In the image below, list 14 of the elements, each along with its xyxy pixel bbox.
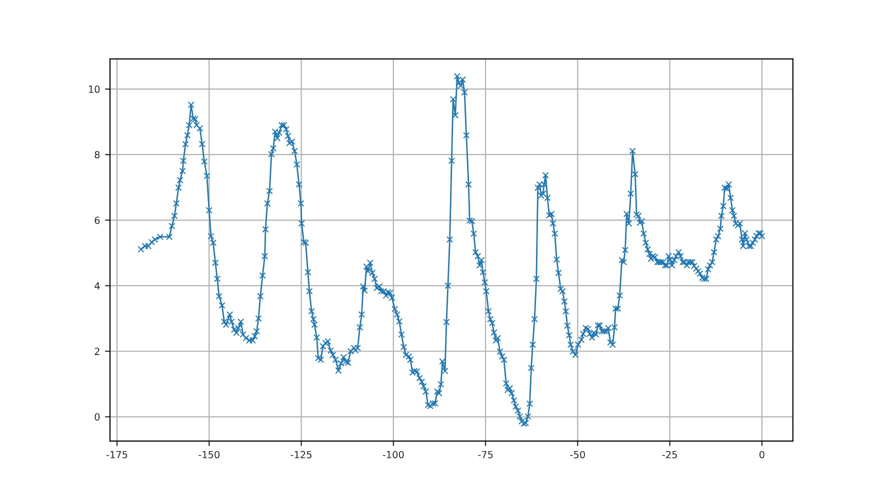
- x-tick-label: -150: [198, 450, 220, 458]
- y-tick-label: 6: [94, 216, 100, 224]
- x-tick-label: -25: [662, 450, 677, 458]
- x-tick-label: -125: [290, 450, 312, 458]
- y-tick-label: 8: [94, 151, 100, 158]
- x-tick-label: -100: [382, 450, 404, 458]
- y-tick-label: 2: [94, 348, 100, 355]
- x-tick-label: -175: [106, 451, 128, 458]
- y-tick-label: 4: [94, 282, 100, 290]
- y-tick-label: 10: [88, 86, 100, 93]
- y-tick-label: 0: [94, 413, 100, 421]
- x-tick-label: -50: [570, 450, 585, 458]
- x-tick-label: -75: [478, 451, 493, 458]
- x-tick-label: 0: [759, 450, 764, 458]
